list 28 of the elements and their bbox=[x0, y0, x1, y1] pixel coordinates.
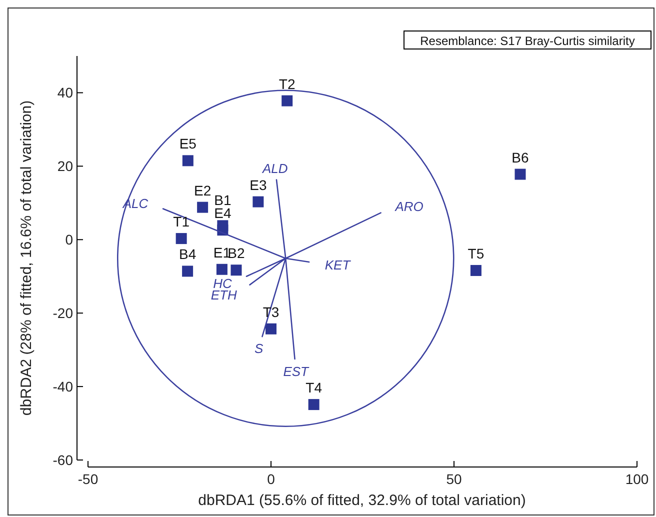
annotation: T5 bbox=[468, 245, 484, 262]
x-tick-label: -50 bbox=[78, 471, 98, 487]
x-axis-title: dbRDA1 (55.6% of fitted, 32.9% of total variation) bbox=[198, 492, 526, 509]
series-label: KET bbox=[324, 258, 352, 273]
annotation: B6 bbox=[512, 149, 530, 166]
annotation: E3 bbox=[250, 176, 267, 193]
x-tick-label: 0 bbox=[267, 471, 276, 487]
y-tick-label: -40 bbox=[52, 378, 74, 395]
annotation: B4 bbox=[178, 246, 196, 262]
x-tick-label: 50 bbox=[446, 471, 462, 487]
y-tick-label: 20 bbox=[57, 158, 74, 174]
text: Resemblance: S17 Bray-Curtis similarity bbox=[420, 34, 635, 48]
series-label: EST bbox=[283, 364, 310, 379]
annotation: E5 bbox=[179, 136, 197, 152]
y-tick-label: 0 bbox=[65, 232, 74, 248]
y-tick-label: 40 bbox=[57, 84, 74, 101]
x-tick-label: 100 bbox=[625, 471, 649, 487]
y-tick-label: -20 bbox=[52, 305, 74, 322]
series-label: ALD bbox=[261, 160, 288, 176]
annotation: T2 bbox=[278, 76, 296, 92]
annotation: E2 bbox=[194, 182, 212, 198]
y-tick-label: -60 bbox=[52, 452, 74, 468]
annotation: T1 bbox=[173, 214, 190, 230]
series-label: ARO bbox=[394, 198, 424, 214]
y-axis-title: dbRDA2 (28% of fitted, 16.6% of total variation) bbox=[18, 100, 35, 416]
annotation: T4 bbox=[306, 380, 322, 396]
annotation: B2 bbox=[228, 245, 246, 262]
series-label: S bbox=[254, 341, 264, 356]
